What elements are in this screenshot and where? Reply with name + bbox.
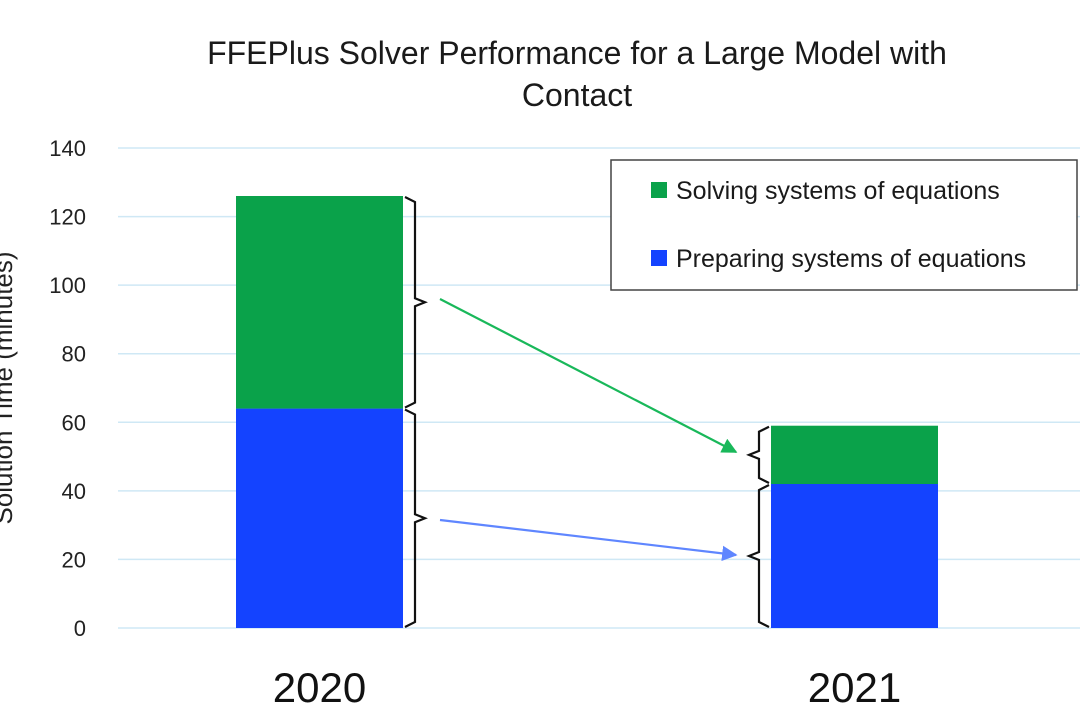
- bracket-2020-solving: [404, 196, 428, 409]
- bracket-2021-solving: [746, 425, 770, 484]
- legend-label-solving: Solving systems of equations: [676, 177, 1000, 205]
- chart-title-line-1: FFEPlus Solver Performance for a Large M…: [207, 35, 947, 71]
- y-tick-label-140: 140: [49, 136, 86, 161]
- bar-2021-preparing: [771, 484, 938, 628]
- legend: Solving systems of equations Preparing s…: [610, 159, 1078, 291]
- bar-2020-solving: [236, 196, 403, 409]
- y-tick-label-20: 20: [62, 547, 86, 572]
- bracket-2021-preparing: [746, 484, 770, 628]
- x-category-label-2021: 2021: [808, 664, 901, 711]
- chart-title: FFEPlus Solver Performance for a Large M…: [207, 35, 947, 113]
- chart-title-line-2: Contact: [522, 77, 632, 113]
- y-tick-label-60: 60: [62, 410, 86, 435]
- y-tick-label-40: 40: [62, 479, 86, 504]
- arrow-preparing: [439, 518, 738, 562]
- x-axis-categories: 2020 2021: [273, 664, 901, 711]
- bars: [236, 196, 938, 628]
- bracket-2020-preparing: [404, 408, 428, 628]
- bar-2021-solving: [771, 425, 938, 484]
- y-axis-label: Solution Time (minutes): [0, 251, 18, 524]
- legend-label-preparing: Preparing systems of equations: [676, 245, 1026, 273]
- x-category-label-2020: 2020: [273, 664, 366, 711]
- y-tick-label-100: 100: [49, 273, 86, 298]
- y-tick-label-80: 80: [62, 342, 86, 367]
- arrows: [439, 298, 738, 562]
- legend-swatch-solving: [651, 182, 667, 198]
- arrow-solving: [439, 298, 738, 453]
- y-tick-label-120: 120: [49, 205, 86, 230]
- brackets: [404, 196, 770, 628]
- bar-2020-preparing: [236, 408, 403, 628]
- legend-swatch-preparing: [651, 250, 667, 266]
- y-tick-label-0: 0: [74, 616, 86, 641]
- y-axis-ticks: 0 20 40 60 80 100 120 140: [49, 136, 86, 641]
- legend-frame: [610, 159, 1078, 291]
